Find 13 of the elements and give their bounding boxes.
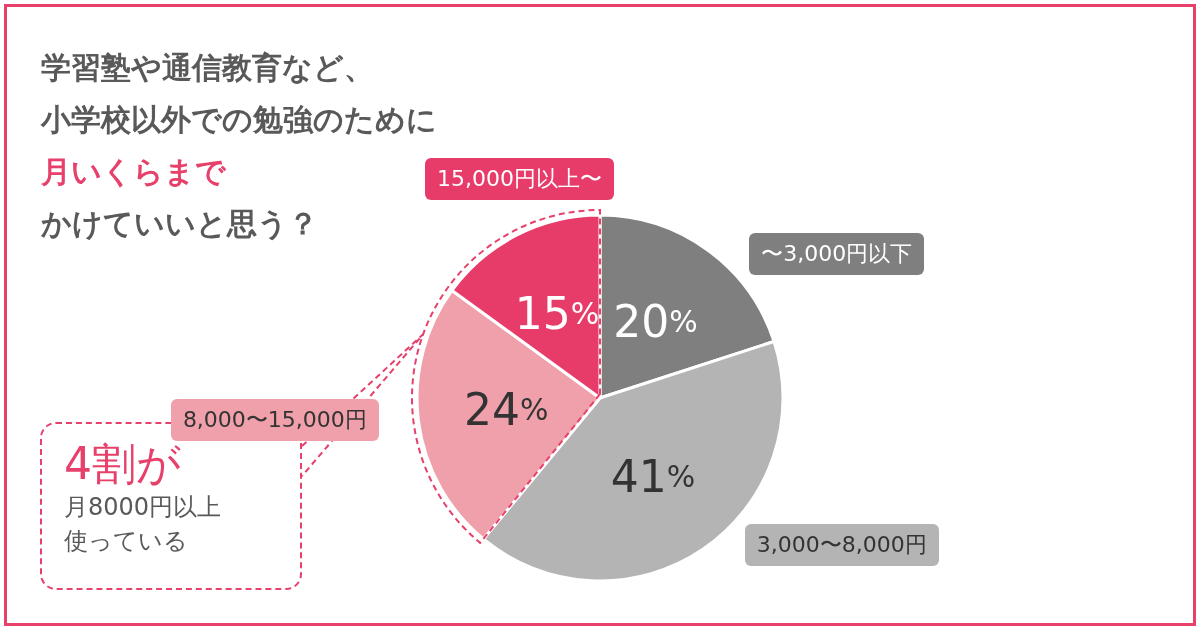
- data-label: 41%: [610, 450, 696, 502]
- data-label: 24%: [463, 384, 549, 436]
- slice-label: 8,000〜15,000円: [182, 407, 367, 433]
- text: かけていいと思う？: [40, 205, 318, 241]
- data-label: 15%: [514, 288, 600, 340]
- text: 4割が: [64, 438, 182, 490]
- text: 月8000円以上使っている: [64, 492, 223, 557]
- slice-label: 3,000〜8,000円: [744, 523, 939, 566]
- slice-label: 〜3,000円以下: [749, 233, 925, 276]
- data-label: 20%: [613, 296, 698, 348]
- slice-label: 15,000円以上〜: [424, 157, 614, 200]
- chart-subtitle: 月いくらまで: [40, 153, 227, 189]
- chart-title: 学習塾や通信教育など、小学校以外での勉強のために: [40, 49, 437, 137]
